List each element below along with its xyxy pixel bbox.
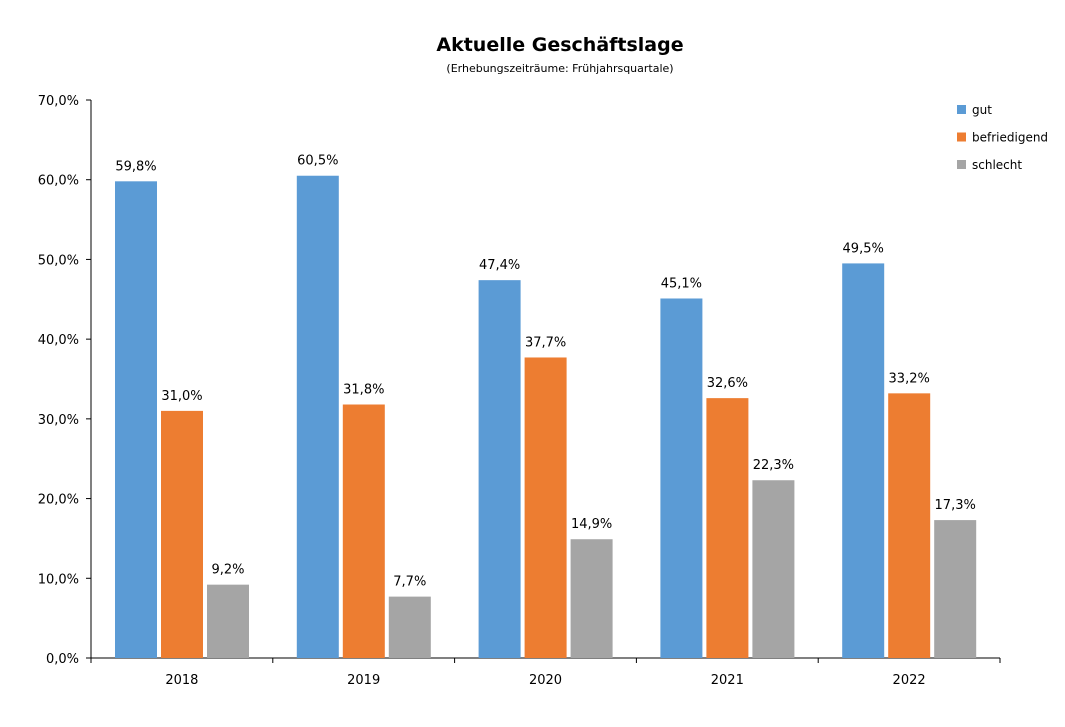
data-label: 32,6% [707,376,748,391]
bar-schlecht-2021 [752,480,795,658]
data-label: 33,2% [889,371,930,386]
y-tick-label: 50,0% [38,253,79,268]
legend-label: befriedigend [972,131,1048,145]
data-label: 22,3% [753,458,794,473]
data-label: 59,8% [115,159,156,174]
data-label: 31,8% [343,383,384,398]
legend-label: gut [972,103,992,117]
bar-gut-2018 [115,181,157,658]
data-label: 14,9% [571,517,612,532]
x-tick-label: 2022 [893,673,926,688]
bar-befriedigend-2019 [342,404,385,658]
y-tick-label: 60,0% [38,174,79,189]
bar-befriedigend-2018 [161,410,203,658]
bar-gut-2019 [296,175,339,658]
data-label: 47,4% [479,258,520,273]
legend: gut befriedigend schlecht [957,103,1048,172]
x-tick-label: 2019 [347,673,380,688]
bar-befriedigend-2021 [706,398,749,658]
bars: 59,8% 60,5% 47,4% 45,1% 49,5% 31,0% 31,8% 37,7%… [115,154,977,658]
axes: 0,0% 10,0% 20,0% 30,0% 40,0% 50,0% 60,0% 70,0% 2… [38,94,1001,688]
x-tick-label: 2018 [165,673,198,688]
chart-title: Aktuelle Geschäftslage [436,34,683,56]
y-tick-label: 10,0% [38,572,79,587]
bar-befriedigend-2022 [888,393,931,658]
bar-schlecht-2020 [570,539,613,658]
bar-schlecht-2018 [207,584,249,658]
chart-subtitle: (Erhebungszeiträume: Frühjahrsquartale) [446,62,673,75]
bar-gut-2021 [660,298,703,658]
y-tick-label: 0,0% [46,652,79,667]
data-label: 45,1% [661,276,702,291]
bar-schlecht-2022 [934,520,977,658]
y-tick-label: 20,0% [38,493,79,508]
data-label: 7,7% [393,575,426,590]
bar-befriedigend-2020 [524,357,567,658]
data-label: 17,3% [935,498,976,513]
x-tick-label: 2020 [529,673,562,688]
bar-gut-2022 [842,263,885,658]
bar-gut-2020 [478,280,521,658]
data-label: 60,5% [297,154,338,169]
y-tick-label: 40,0% [38,333,79,348]
y-tick-label: 30,0% [38,413,79,428]
data-label: 9,2% [211,563,244,578]
x-tick-label: 2021 [711,673,744,688]
data-label: 37,7% [525,335,566,350]
bar-schlecht-2019 [388,596,431,658]
legend-swatch-gut [957,105,966,114]
data-label: 31,0% [161,389,202,404]
legend-label: schlecht [972,158,1022,172]
legend-swatch-befriedigend [957,132,966,142]
y-tick-label: 70,0% [38,94,79,109]
data-label: 49,5% [843,241,884,256]
legend-swatch-schlecht [957,160,966,169]
